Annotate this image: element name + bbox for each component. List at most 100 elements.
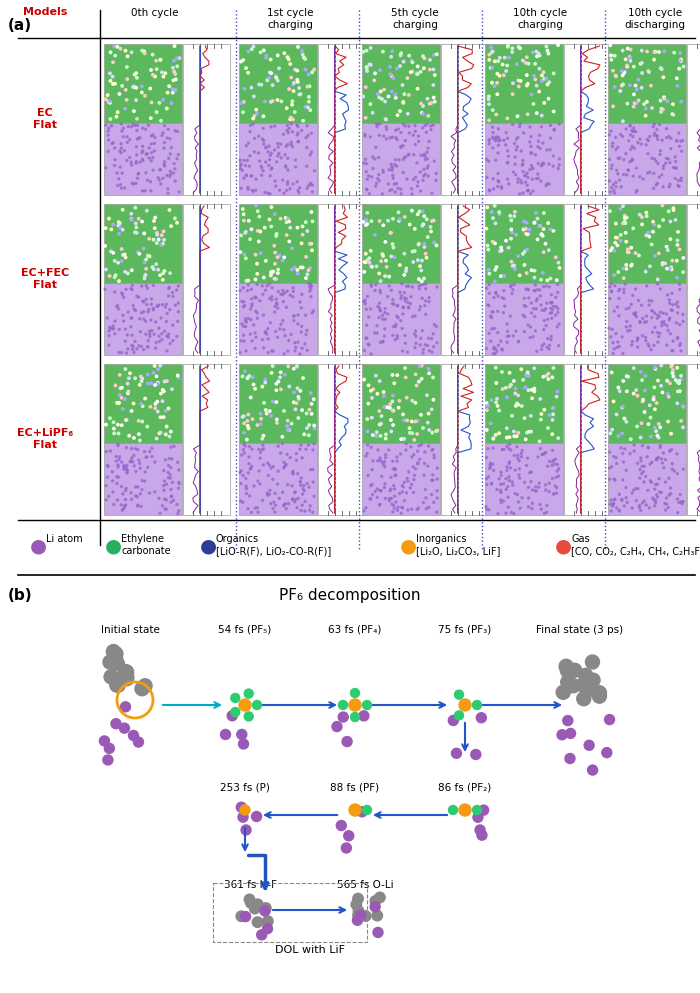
Circle shape [382, 464, 384, 466]
Circle shape [305, 137, 307, 139]
Circle shape [248, 463, 250, 465]
Circle shape [411, 193, 413, 195]
Circle shape [629, 125, 631, 127]
Circle shape [400, 512, 402, 514]
Circle shape [289, 118, 291, 120]
Circle shape [120, 486, 122, 488]
Circle shape [408, 125, 409, 127]
Circle shape [151, 54, 154, 56]
Circle shape [353, 910, 363, 921]
Circle shape [659, 99, 662, 102]
Circle shape [259, 230, 262, 232]
Circle shape [416, 433, 419, 435]
Circle shape [270, 225, 272, 227]
Circle shape [365, 324, 368, 326]
Circle shape [369, 103, 372, 105]
Circle shape [427, 175, 429, 177]
Circle shape [241, 375, 244, 377]
Text: ●: ● [200, 536, 217, 555]
Circle shape [169, 286, 170, 288]
Circle shape [114, 291, 116, 293]
Circle shape [411, 432, 414, 435]
Circle shape [652, 396, 655, 398]
Circle shape [116, 670, 130, 685]
Circle shape [245, 486, 247, 488]
Circle shape [385, 126, 387, 128]
Circle shape [262, 448, 265, 450]
Circle shape [664, 481, 666, 483]
Circle shape [423, 175, 425, 177]
Circle shape [643, 466, 645, 468]
Circle shape [304, 105, 307, 108]
Circle shape [624, 231, 626, 234]
Circle shape [624, 283, 626, 285]
Circle shape [403, 499, 405, 501]
Circle shape [122, 466, 125, 468]
Circle shape [424, 246, 426, 248]
Circle shape [634, 314, 636, 316]
Circle shape [498, 140, 500, 142]
Circle shape [633, 450, 635, 452]
Circle shape [286, 129, 288, 131]
Circle shape [531, 502, 533, 504]
Text: ●: ● [400, 536, 417, 555]
Circle shape [646, 51, 648, 53]
Circle shape [620, 447, 622, 449]
Circle shape [136, 348, 138, 350]
Circle shape [414, 250, 416, 252]
Circle shape [260, 423, 262, 425]
Circle shape [299, 353, 301, 355]
Circle shape [127, 377, 130, 379]
Circle shape [246, 438, 248, 441]
Circle shape [276, 98, 279, 101]
Circle shape [668, 186, 670, 188]
Circle shape [517, 136, 519, 138]
Circle shape [639, 138, 641, 140]
Circle shape [265, 333, 267, 335]
Circle shape [614, 241, 617, 244]
Circle shape [553, 306, 554, 308]
Circle shape [424, 242, 426, 245]
Circle shape [528, 431, 531, 433]
Circle shape [536, 238, 539, 240]
Circle shape [108, 345, 110, 347]
Circle shape [524, 438, 527, 441]
Circle shape [556, 390, 559, 392]
Circle shape [496, 93, 498, 95]
Circle shape [174, 304, 176, 306]
Circle shape [247, 187, 249, 189]
Circle shape [405, 140, 407, 142]
Circle shape [497, 60, 499, 63]
Circle shape [120, 143, 122, 145]
Circle shape [402, 61, 405, 63]
Circle shape [648, 423, 650, 425]
Circle shape [157, 268, 160, 271]
Circle shape [137, 137, 139, 139]
Circle shape [379, 310, 382, 312]
Circle shape [141, 50, 144, 52]
Circle shape [657, 138, 659, 140]
Circle shape [627, 375, 629, 378]
Circle shape [538, 440, 540, 443]
Circle shape [141, 300, 144, 302]
Circle shape [262, 314, 265, 316]
Circle shape [528, 297, 530, 299]
Circle shape [268, 218, 271, 220]
Circle shape [276, 155, 279, 157]
Circle shape [620, 208, 622, 211]
Circle shape [108, 101, 111, 104]
Circle shape [365, 223, 368, 226]
Circle shape [631, 294, 634, 297]
Circle shape [638, 254, 640, 256]
Circle shape [624, 71, 626, 72]
Circle shape [150, 447, 153, 449]
Circle shape [123, 253, 126, 256]
Circle shape [262, 143, 265, 145]
Circle shape [662, 168, 664, 170]
Circle shape [682, 405, 684, 407]
Circle shape [255, 337, 257, 339]
Circle shape [647, 344, 649, 346]
Circle shape [120, 702, 130, 712]
Circle shape [103, 755, 113, 765]
Circle shape [141, 377, 144, 379]
